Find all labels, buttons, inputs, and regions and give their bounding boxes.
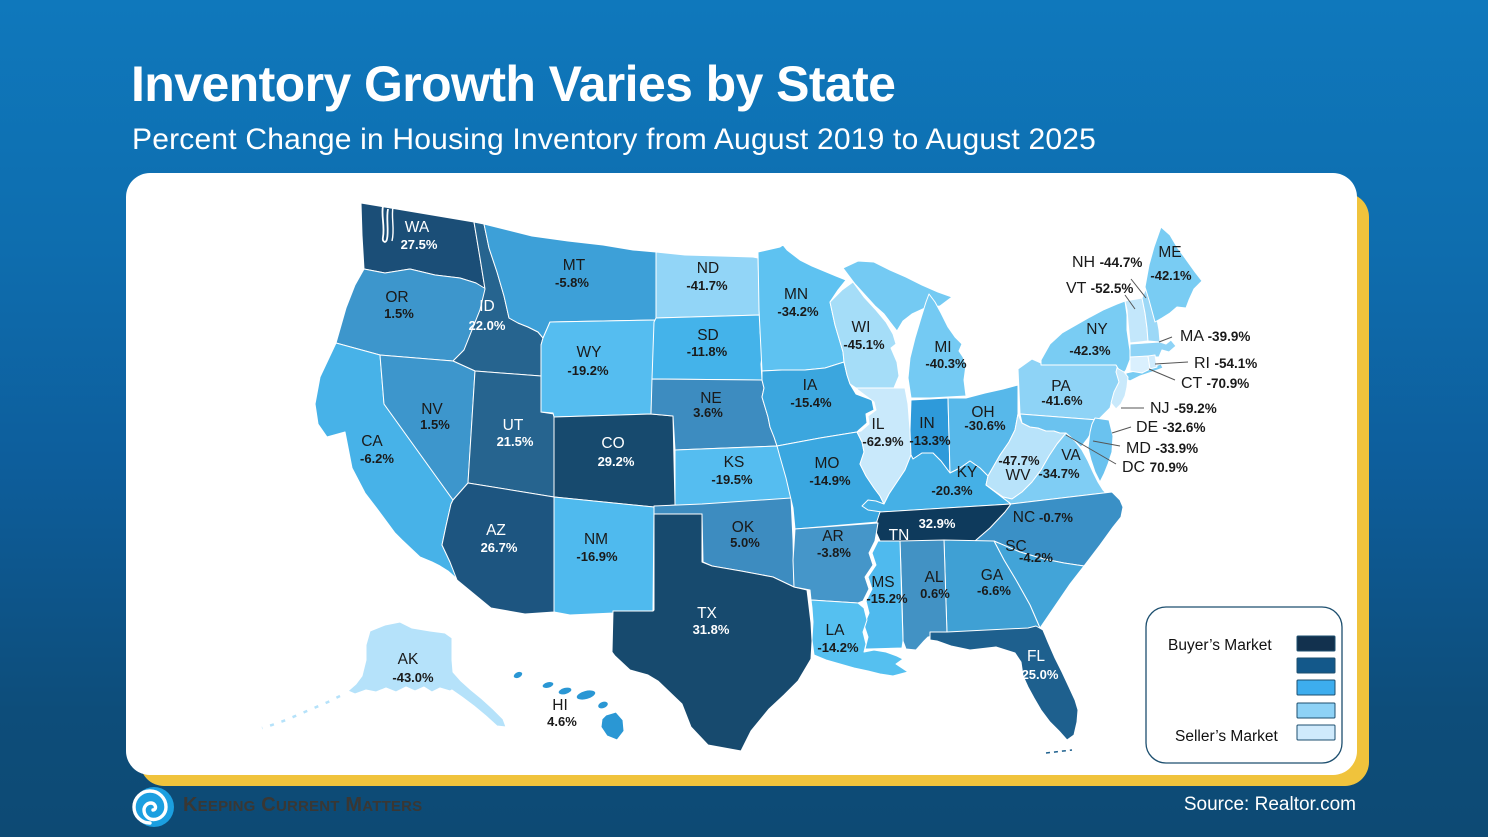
svg-text:-6.6%: -6.6%	[977, 583, 1011, 598]
svg-text:Seller’s Market: Seller’s Market	[1175, 728, 1278, 745]
svg-text:PA: PA	[1051, 378, 1071, 395]
svg-text:TN: TN	[889, 527, 910, 544]
svg-text:1.5%: 1.5%	[384, 306, 414, 321]
svg-text:KY: KY	[957, 464, 978, 481]
svg-text:HI: HI	[552, 697, 568, 714]
svg-text:LA: LA	[826, 622, 846, 639]
svg-text:AZ: AZ	[486, 522, 506, 539]
svg-text:ID: ID	[479, 298, 495, 315]
svg-text:WI: WI	[852, 319, 871, 336]
svg-text:-4.2%: -4.2%	[1019, 550, 1053, 565]
svg-text:MI: MI	[934, 339, 951, 356]
svg-text:SC: SC	[1005, 538, 1027, 555]
svg-text:4.6%: 4.6%	[547, 714, 577, 729]
svg-text:-15.4%: -15.4%	[790, 395, 832, 410]
svg-text:25.0%: 25.0%	[1022, 667, 1059, 682]
svg-text:-5.8%: -5.8%	[555, 275, 589, 290]
svg-text:CO: CO	[601, 435, 624, 452]
svg-text:IA: IA	[803, 377, 818, 394]
svg-text:WA: WA	[405, 219, 430, 236]
svg-text:-34.2%: -34.2%	[777, 304, 819, 319]
svg-text:-47.7%: -47.7%	[998, 453, 1040, 468]
svg-text:NJ -59.2%: NJ -59.2%	[1150, 400, 1217, 417]
svg-text:-30.6%: -30.6%	[964, 418, 1006, 433]
svg-text:-42.1%: -42.1%	[1150, 268, 1192, 283]
svg-text:22.0%: 22.0%	[469, 318, 506, 333]
svg-text:-6.2%: -6.2%	[360, 451, 394, 466]
svg-text:GA: GA	[981, 567, 1004, 584]
svg-text:MA -39.9%: MA -39.9%	[1180, 328, 1250, 345]
svg-text:-3.8%: -3.8%	[817, 545, 851, 560]
svg-text:DE -32.6%: DE -32.6%	[1136, 419, 1205, 436]
svg-text:-14.2%: -14.2%	[817, 640, 859, 655]
svg-text:-19.2%: -19.2%	[567, 363, 609, 378]
svg-text:MO: MO	[815, 455, 840, 472]
svg-text:MD -33.9%: MD -33.9%	[1126, 440, 1198, 457]
svg-text:CT -70.9%: CT -70.9%	[1181, 375, 1249, 392]
svg-text:-20.3%: -20.3%	[931, 483, 973, 498]
svg-text:MT: MT	[563, 257, 586, 274]
svg-text:-16.9%: -16.9%	[576, 549, 618, 564]
svg-text:-19.5%: -19.5%	[711, 472, 753, 487]
svg-text:AK: AK	[398, 651, 419, 668]
svg-text:-41.6%: -41.6%	[1041, 393, 1083, 408]
svg-text:TX: TX	[697, 605, 717, 622]
svg-text:RI -54.1%: RI -54.1%	[1194, 355, 1257, 372]
svg-text:1.5%: 1.5%	[420, 417, 450, 432]
svg-text:0.6%: 0.6%	[920, 586, 950, 601]
svg-text:VA: VA	[1061, 447, 1081, 464]
svg-text:NC: NC	[1013, 509, 1035, 526]
svg-text:-0.7%: -0.7%	[1039, 510, 1073, 525]
svg-text:WV: WV	[1006, 467, 1032, 484]
svg-text:IL: IL	[872, 416, 885, 433]
svg-text:AR: AR	[822, 528, 844, 545]
svg-text:3.6%: 3.6%	[693, 405, 723, 420]
svg-text:FL: FL	[1027, 648, 1045, 665]
svg-text:NY: NY	[1086, 321, 1108, 338]
svg-text:5.0%: 5.0%	[730, 535, 760, 550]
svg-text:NV: NV	[421, 401, 443, 418]
svg-text:NM: NM	[584, 531, 608, 548]
svg-text:-43.0%: -43.0%	[392, 670, 434, 685]
svg-text:-34.7%: -34.7%	[1038, 466, 1080, 481]
svg-text:VT -52.5%: VT -52.5%	[1066, 280, 1133, 297]
svg-text:SD: SD	[697, 327, 719, 344]
svg-text:OH: OH	[971, 404, 994, 421]
svg-text:21.5%: 21.5%	[497, 434, 534, 449]
svg-text:UT: UT	[503, 417, 524, 434]
svg-text:27.5%: 27.5%	[401, 237, 438, 252]
svg-text:Buyer’s Market: Buyer’s Market	[1168, 637, 1272, 654]
svg-text:-14.9%: -14.9%	[809, 473, 851, 488]
svg-text:WY: WY	[577, 344, 602, 361]
svg-text:AL: AL	[925, 569, 944, 586]
svg-text:DC 70.9%: DC 70.9%	[1122, 459, 1188, 476]
svg-text:ME: ME	[1158, 244, 1181, 261]
svg-text:-13.3%: -13.3%	[909, 433, 951, 448]
svg-text:OK: OK	[732, 519, 755, 536]
svg-text:CA: CA	[361, 433, 383, 450]
svg-text:-42.3%: -42.3%	[1069, 343, 1111, 358]
svg-text:MN: MN	[784, 286, 808, 303]
svg-text:26.7%: 26.7%	[481, 540, 518, 555]
svg-text:-45.1%: -45.1%	[843, 337, 885, 352]
svg-text:-41.7%: -41.7%	[686, 278, 728, 293]
svg-text:-11.8%: -11.8%	[687, 344, 728, 359]
svg-text:NE: NE	[700, 390, 722, 407]
svg-text:NH -44.7%: NH -44.7%	[1072, 254, 1142, 271]
svg-text:31.8%: 31.8%	[693, 622, 730, 637]
svg-text:-40.3%: -40.3%	[925, 356, 967, 371]
svg-text:IN: IN	[919, 415, 935, 432]
svg-text:-15.2%: -15.2%	[866, 591, 908, 606]
svg-text:29.2%: 29.2%	[598, 454, 635, 469]
svg-text:KS: KS	[724, 454, 745, 471]
svg-text:-62.9%: -62.9%	[862, 434, 904, 449]
svg-text:OR: OR	[385, 289, 408, 306]
svg-text:ND: ND	[697, 260, 719, 277]
svg-text:32.9%: 32.9%	[919, 516, 956, 531]
svg-text:MS: MS	[871, 574, 894, 591]
